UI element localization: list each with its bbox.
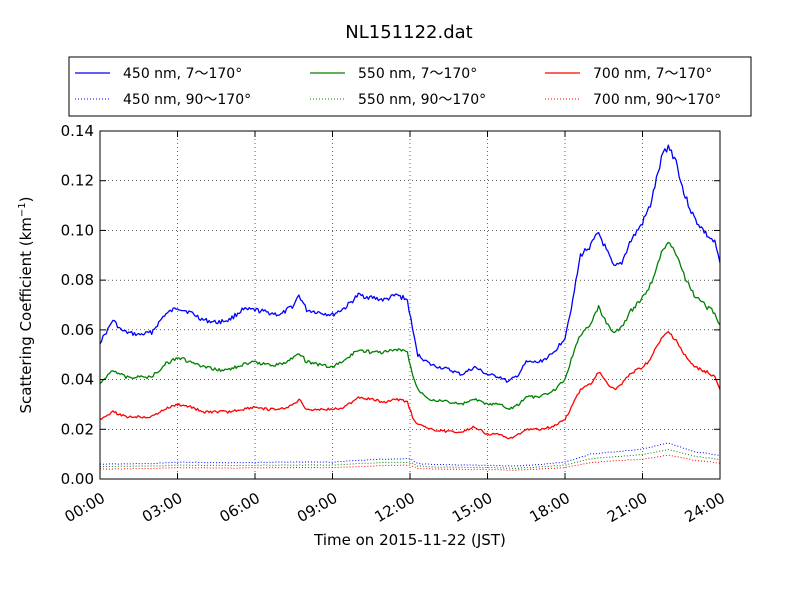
x-tick-label: 18:00: [527, 489, 573, 526]
x-tick-labels: 00:00 03:00 06:00 09:00 12:00 15:00 18:00 21:00…: [62, 489, 728, 526]
y-tick-label: 0.08: [61, 271, 94, 289]
y-axis-label: Scattering Coefficient (km−1): [17, 196, 35, 413]
y-tick-label: 0.02: [61, 420, 94, 438]
y-axis-label-close: ): [17, 196, 35, 202]
series-line-550-nm-7-170-: [99, 241, 721, 411]
legend-box: [68, 56, 752, 117]
series-line-550-nm-90-170-: [99, 448, 721, 469]
legend-label: 450 nm, 90～170°: [123, 92, 251, 108]
y-tick-label: 0.00: [61, 470, 94, 488]
y-tick-label: 0.06: [61, 321, 94, 339]
plot-area: [100, 131, 720, 479]
y-tick-labels: 0.00 0.02 0.04 0.06 0.08 0.10 0.12 0.14: [61, 122, 94, 488]
x-tick-label: 24:00: [682, 489, 728, 526]
y-tick-label: 0.04: [61, 371, 94, 389]
ticks: [99, 130, 721, 480]
x-tick-label: 00:00: [62, 489, 108, 526]
y-tick-label: 0.12: [61, 172, 94, 190]
series-line-450-nm-7-170-: [99, 144, 721, 383]
series-line-450-nm-90-170-: [99, 442, 721, 467]
series-layer: [99, 144, 721, 471]
legend: 450 nm, 7～170° 550 nm, 7～170° 700 nm, 7～17…: [68, 56, 752, 117]
legend-label: 700 nm, 90～170°: [593, 92, 721, 108]
x-tick-label: 21:00: [604, 489, 650, 526]
legend-label: 550 nm, 7～170°: [358, 66, 477, 82]
y-tick-label: 0.14: [61, 122, 94, 140]
x-tick-label: 03:00: [139, 489, 185, 526]
x-tick-label: 09:00: [294, 489, 340, 526]
y-tick-label: 0.10: [61, 221, 94, 239]
x-tick-label: 12:00: [372, 489, 418, 526]
series-line-700-nm-90-170-: [99, 454, 721, 471]
x-tick-label: 15:00: [449, 489, 495, 526]
y-axis-label-main: Scattering Coefficient (km: [17, 217, 35, 413]
legend-label: 450 nm, 7～170°: [123, 66, 242, 82]
legend-label: 700 nm, 7～170°: [593, 66, 712, 82]
x-axis-label: Time on 2015-11-22 (JST): [313, 531, 506, 549]
y-axis-label-sup: −1: [17, 202, 28, 217]
series-line-700-nm-7-170-: [99, 330, 721, 440]
chart-title: NL151122.dat: [345, 22, 472, 43]
legend-label: 550 nm, 90～170°: [358, 92, 486, 108]
x-tick-label: 06:00: [217, 489, 263, 526]
